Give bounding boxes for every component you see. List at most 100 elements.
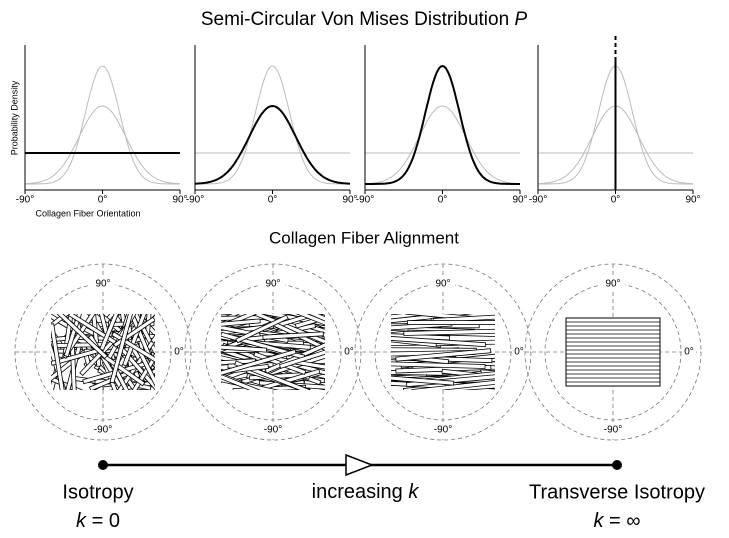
fiber — [278, 344, 325, 369]
polar-label: -90° — [264, 425, 282, 436]
fibers — [565, 317, 661, 387]
fiber — [221, 318, 261, 328]
title-text: Semi-Circular Von Mises Distribution — [201, 9, 509, 30]
label-bg — [601, 278, 625, 290]
fiber — [278, 314, 325, 333]
k-eq: = 0 — [92, 510, 120, 532]
x-tick-label: -90° — [356, 195, 374, 206]
k-zero: k = 0 — [76, 510, 120, 532]
label-bg — [259, 424, 287, 436]
reference-curve — [24, 105, 181, 185]
fiber — [391, 361, 486, 369]
fiber — [111, 331, 155, 380]
fiber — [262, 331, 324, 340]
fiber — [97, 340, 155, 390]
polar-label: 90° — [435, 279, 450, 290]
fiber — [109, 314, 135, 384]
isotropy-label: Isotropy — [62, 481, 133, 503]
polar-label: 90° — [265, 279, 280, 290]
distribution-panel: -90° 0° 90° — [529, 36, 701, 206]
x-tick-label: -90° — [186, 195, 204, 206]
polar-panel: 90° 0° -90° — [14, 263, 192, 441]
k-scale — [98, 453, 622, 477]
fiber — [411, 378, 495, 390]
axis — [194, 45, 350, 191]
x-tick-label: 0° — [438, 195, 448, 206]
reference-curve — [194, 105, 351, 185]
label-bg — [342, 346, 356, 358]
fiber — [133, 343, 155, 390]
x-tick-label: 90° — [685, 195, 700, 206]
polar-label: 90° — [95, 279, 110, 290]
fiber — [403, 328, 495, 336]
axis — [24, 45, 180, 191]
x-tick-label: 90° — [342, 195, 357, 206]
x-tick-label: 0° — [268, 195, 278, 206]
fibers — [221, 314, 325, 390]
label-bg — [89, 424, 117, 436]
polar-label: 0° — [174, 347, 184, 358]
distribution-panel: -90° 0° 90° — [16, 45, 188, 206]
section-title: Collagen Fiber Alignment — [269, 228, 459, 247]
scale-dot — [612, 460, 622, 470]
fibers — [391, 314, 495, 390]
increasing-text: increasing — [312, 481, 403, 503]
fiber — [391, 336, 486, 348]
scale-dot — [98, 460, 108, 470]
reference-curve — [195, 65, 350, 185]
fiber — [221, 342, 268, 353]
reference-curve — [25, 65, 180, 185]
polar-panel: 90° 0° -90° — [184, 263, 362, 441]
transverse-label: Transverse Isotropy — [529, 481, 705, 503]
fiber — [99, 314, 133, 351]
label-bg — [512, 346, 526, 358]
polar-label: -90° — [94, 425, 112, 436]
distribution-curve — [365, 64, 520, 185]
label-bg — [431, 278, 455, 290]
polar-label: 90° — [605, 279, 620, 290]
polar-panel: 90° 0° -90° — [354, 263, 532, 441]
fiber-block — [565, 317, 661, 387]
fibers — [51, 314, 155, 390]
label-bg — [429, 424, 457, 436]
x-tick-label: 90° — [172, 195, 187, 206]
polar-panel: 90° 0° -90° — [524, 263, 702, 441]
fiber — [391, 373, 455, 386]
polar-label: 0° — [514, 347, 524, 358]
x-tick-label: -90° — [529, 195, 547, 206]
fiber — [221, 349, 297, 380]
distribution-panel: -90° 0° 90° — [186, 45, 358, 206]
fiber — [51, 323, 66, 390]
fiber — [395, 348, 492, 362]
label-bg — [599, 424, 627, 436]
fiber — [407, 320, 495, 325]
x-tick-label: 0° — [611, 195, 621, 206]
x-tick-label: 90° — [512, 195, 527, 206]
distribution-curve — [194, 104, 351, 185]
fiber — [267, 314, 325, 333]
label-bg — [91, 278, 115, 290]
polar-label: -90° — [434, 425, 452, 436]
increasing-label: increasing k — [312, 481, 420, 503]
title-symbol: P — [514, 9, 527, 30]
y-axis-label: Probability Density — [9, 80, 19, 155]
x-tick-label: -90° — [16, 195, 34, 206]
fiber — [235, 314, 289, 344]
x-axis-label: Collagen Fiber Orientation — [35, 208, 140, 218]
reference-curve — [365, 65, 520, 185]
k-infinity: k = ∞ — [593, 510, 640, 532]
polar-label: 0° — [684, 347, 694, 358]
k-eq: = ∞ — [609, 510, 641, 532]
k-symbol: k — [76, 510, 87, 532]
reference-curve — [364, 105, 521, 185]
polar-label: 0° — [344, 347, 354, 358]
plots: -90° 0° 90°-90° 0° 90°-90° 0° 90° -90° 0° 90° — [16, 36, 701, 206]
label-bg — [261, 278, 285, 290]
title: Semi-Circular Von Mises Distribution P — [201, 9, 528, 30]
fiber — [221, 369, 286, 390]
polar-label: -90° — [604, 425, 622, 436]
fiber — [51, 314, 108, 360]
x-tick-label: 0° — [98, 195, 108, 206]
